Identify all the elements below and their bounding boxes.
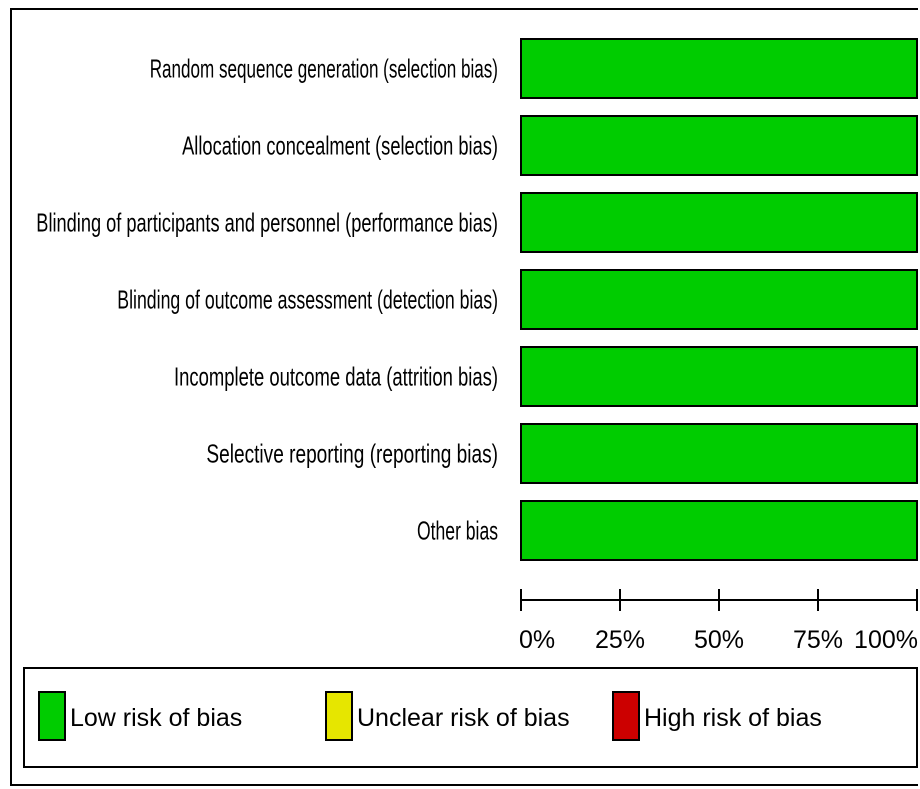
legend-label: Unclear risk of bias xyxy=(357,704,570,732)
bar-segment xyxy=(520,346,918,407)
x-tick-label: 0% xyxy=(519,626,555,654)
category-label: Other bias xyxy=(417,516,498,546)
category-label: Incomplete outcome data (attrition bias) xyxy=(174,362,498,392)
legend-swatch xyxy=(38,691,66,741)
bar-segment xyxy=(520,38,918,99)
legend-label: Low risk of bias xyxy=(70,704,242,732)
bar-segment xyxy=(520,500,918,561)
x-tick-label: 25% xyxy=(595,626,645,654)
category-labels: Random sequence generation (selection bi… xyxy=(36,54,498,546)
bars xyxy=(520,38,918,561)
chart-frame xyxy=(10,8,918,786)
bar-segment xyxy=(520,269,918,330)
bar-segment xyxy=(520,115,918,176)
x-tick-label: 100% xyxy=(854,626,918,654)
category-label: Allocation concealment (selection bias) xyxy=(182,131,498,161)
legend-swatch xyxy=(325,691,353,741)
bar-segment xyxy=(520,423,918,484)
x-tick-label: 75% xyxy=(793,626,843,654)
legend-swatch xyxy=(612,691,640,741)
category-label: Blinding of participants and personnel (… xyxy=(36,208,498,238)
x-tick-label: 50% xyxy=(694,626,744,654)
bar-segment xyxy=(520,192,918,253)
category-label: Blinding of outcome assessment (detectio… xyxy=(117,285,498,315)
category-label: Selective reporting (reporting bias) xyxy=(206,439,498,469)
legend-box xyxy=(23,667,918,768)
x-axis: 0% 25% 50% 75% 100% xyxy=(519,589,918,654)
category-label: Random sequence generation (selection bi… xyxy=(150,54,498,84)
legend-label: High risk of bias xyxy=(644,704,822,732)
legend: Low risk of bias Unclear risk of bias High… xyxy=(23,667,918,768)
